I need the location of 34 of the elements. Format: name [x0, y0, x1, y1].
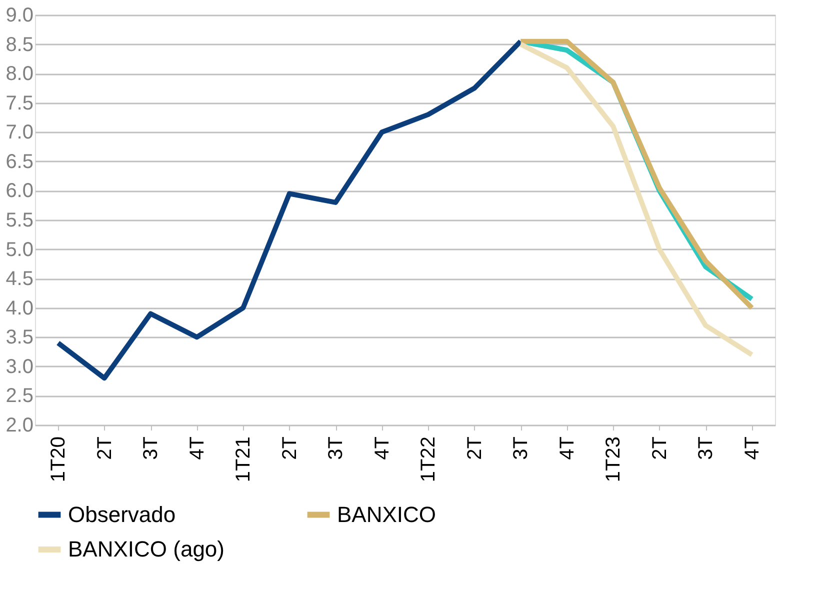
y-tick-label: 9.0: [6, 4, 34, 26]
x-tick-label: 1T22: [418, 436, 440, 482]
legend-label: BANXICO: [337, 502, 436, 527]
x-tick-label: 3T: [140, 436, 162, 460]
x-tick-label: 2T: [278, 436, 301, 460]
y-tick-label: 3.0: [6, 356, 34, 378]
y-tick-label: 7.5: [6, 92, 34, 114]
legend-label: BANXICO (ago): [68, 536, 224, 562]
y-tick-label: 2.0: [6, 414, 34, 436]
x-tick-label: 1T20: [48, 436, 70, 482]
x-tick-label: 1T21: [232, 436, 255, 482]
x-tick-label: 1T23: [602, 436, 625, 482]
x-tick-label: 2T: [94, 436, 116, 460]
y-tick-label: 8.5: [6, 34, 34, 56]
x-tick-label: 3T: [325, 436, 348, 460]
y-tick-label: 2.5: [6, 385, 34, 408]
y-tick-label: 7.0: [6, 122, 34, 144]
x-tick-label: 2T: [648, 436, 671, 460]
x-tick-label: 4T: [371, 436, 394, 460]
y-tick-label: 6.0: [6, 180, 34, 202]
x-tick-label: 3T: [695, 436, 718, 460]
y-tick-label: 4.5: [6, 268, 34, 290]
x-tick-label: 3T: [510, 436, 532, 460]
x-tick-label: 2T: [464, 436, 486, 460]
x-tick-label: 4T: [186, 436, 208, 460]
x-tick-label: 4T: [741, 436, 764, 460]
y-tick-label: 3.5: [6, 326, 34, 349]
y-tick-label: 5.5: [6, 210, 34, 232]
y-tick-label: 8.0: [6, 63, 34, 86]
x-tick-label: 4T: [556, 436, 578, 460]
y-tick-label: 4.0: [6, 297, 34, 320]
y-tick-label: 5.0: [6, 238, 34, 261]
y-tick-label: 6.5: [6, 150, 34, 173]
legend-label: Observado: [68, 502, 176, 527]
